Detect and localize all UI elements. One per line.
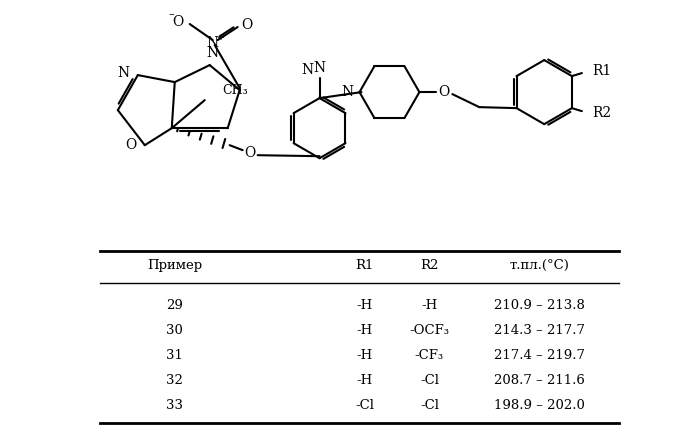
Text: -Cl: -Cl	[420, 374, 439, 387]
Text: 31: 31	[166, 349, 183, 362]
Text: 33: 33	[166, 399, 183, 412]
Text: т.пл.(°С): т.пл.(°С)	[510, 259, 569, 272]
Text: -H: -H	[356, 374, 373, 387]
Text: -Cl: -Cl	[420, 399, 439, 412]
Text: -H: -H	[421, 299, 438, 312]
Text: 32: 32	[166, 374, 183, 387]
Text: 214.3 – 217.7: 214.3 – 217.7	[493, 324, 585, 337]
Text: +: +	[217, 32, 225, 41]
Text: N: N	[301, 63, 314, 77]
Text: 217.4 – 219.7: 217.4 – 219.7	[493, 349, 585, 362]
Text: O: O	[125, 138, 136, 152]
Text: N: N	[117, 66, 130, 80]
Text: 29: 29	[166, 299, 183, 312]
Text: O: O	[172, 15, 183, 29]
Text: N: N	[207, 46, 219, 60]
Text: R1: R1	[592, 64, 611, 78]
Text: -H: -H	[356, 324, 373, 337]
Text: N: N	[341, 85, 354, 99]
Text: –: –	[169, 9, 175, 19]
Text: O: O	[439, 85, 450, 99]
Text: O: O	[244, 146, 255, 160]
Text: CH₃: CH₃	[223, 84, 248, 97]
Text: Пример: Пример	[147, 259, 202, 272]
Text: -H: -H	[356, 299, 373, 312]
Text: O: O	[241, 18, 252, 32]
Text: 210.9 – 213.8: 210.9 – 213.8	[493, 299, 584, 312]
Text: -CF₃: -CF₃	[415, 349, 444, 362]
Text: 208.7 – 211.6: 208.7 – 211.6	[493, 374, 584, 387]
Text: -Cl: -Cl	[355, 399, 374, 412]
Text: -H: -H	[356, 349, 373, 362]
Text: N: N	[313, 61, 326, 75]
Text: 30: 30	[166, 324, 183, 337]
Text: N: N	[207, 36, 219, 50]
Text: R2: R2	[420, 259, 438, 272]
Text: R1: R1	[355, 259, 374, 272]
Text: -OCF₃: -OCF₃	[410, 324, 449, 337]
Text: 198.9 – 202.0: 198.9 – 202.0	[493, 399, 584, 412]
Text: R2: R2	[592, 106, 611, 120]
